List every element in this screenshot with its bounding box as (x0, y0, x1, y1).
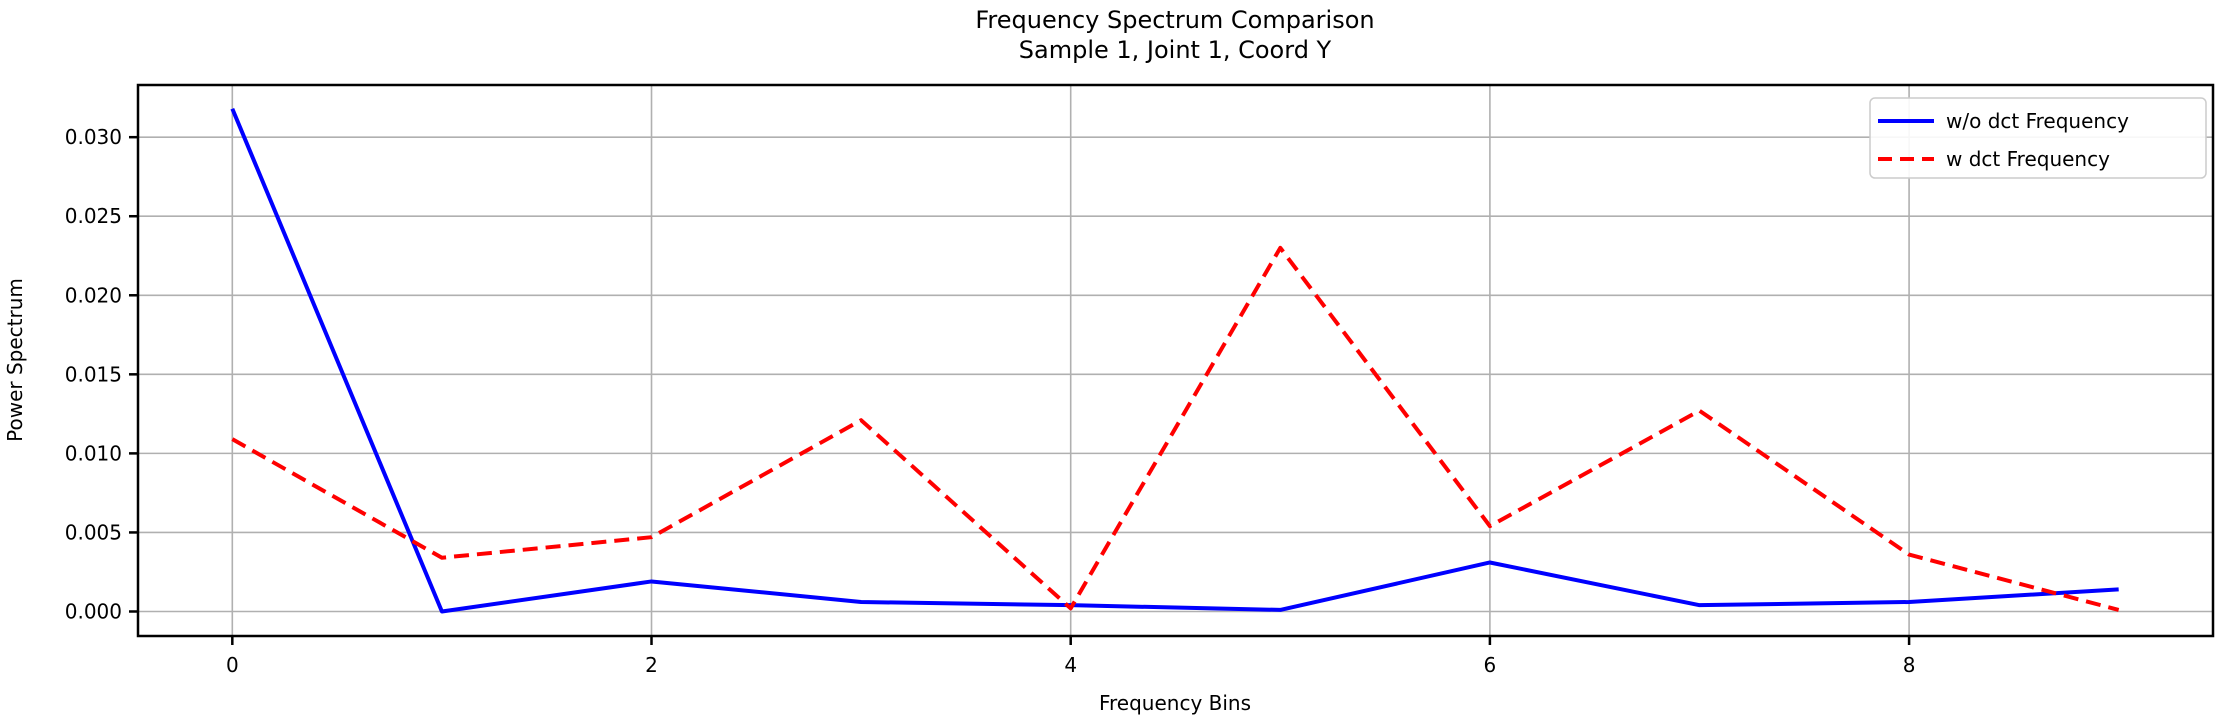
tick-marks (129, 135, 1911, 645)
y-tick-label: 0.010 (65, 441, 122, 465)
x-tick-label: 4 (1064, 653, 1077, 677)
chart-title: Frequency Spectrum Comparison (975, 6, 1374, 34)
y-tick-label: 0.020 (65, 283, 122, 307)
y-tick-label: 0.015 (65, 362, 122, 386)
gridlines (138, 85, 2213, 636)
x-axis-label: Frequency Bins (1099, 691, 1251, 715)
y-tick-label: 0.000 (65, 599, 122, 623)
legend-label-wo-dct: w/o dct Frequency (1946, 109, 2129, 133)
x-tick-label: 0 (226, 653, 239, 677)
chart-subtitle: Sample 1, Joint 1, Coord Y (1019, 36, 1332, 64)
y-axis-label: Power Spectrum (3, 278, 27, 442)
x-tick-label: 2 (645, 653, 658, 677)
x-tick-label: 6 (1484, 653, 1497, 677)
y-tick-label: 0.005 (65, 520, 122, 544)
legend: w/o dct Frequency w dct Frequency (1869, 97, 2207, 179)
plot-border (136, 83, 2215, 638)
tick-labels: 0 2 4 6 8 0.000 0.005 0.010 0.015 0.020 0.025 0.030 (65, 125, 1916, 677)
series-line-w-dct (231, 245, 2120, 612)
legend-box (1869, 97, 2207, 179)
y-tick-label: 0.025 (65, 204, 122, 228)
y-tick-label: 0.030 (65, 125, 122, 149)
x-tick-label: 8 (1903, 653, 1916, 677)
series-lines (230, 107, 2120, 614)
series-line-wo-dct (230, 107, 2119, 614)
legend-label-w-dct: w dct Frequency (1946, 147, 2110, 171)
